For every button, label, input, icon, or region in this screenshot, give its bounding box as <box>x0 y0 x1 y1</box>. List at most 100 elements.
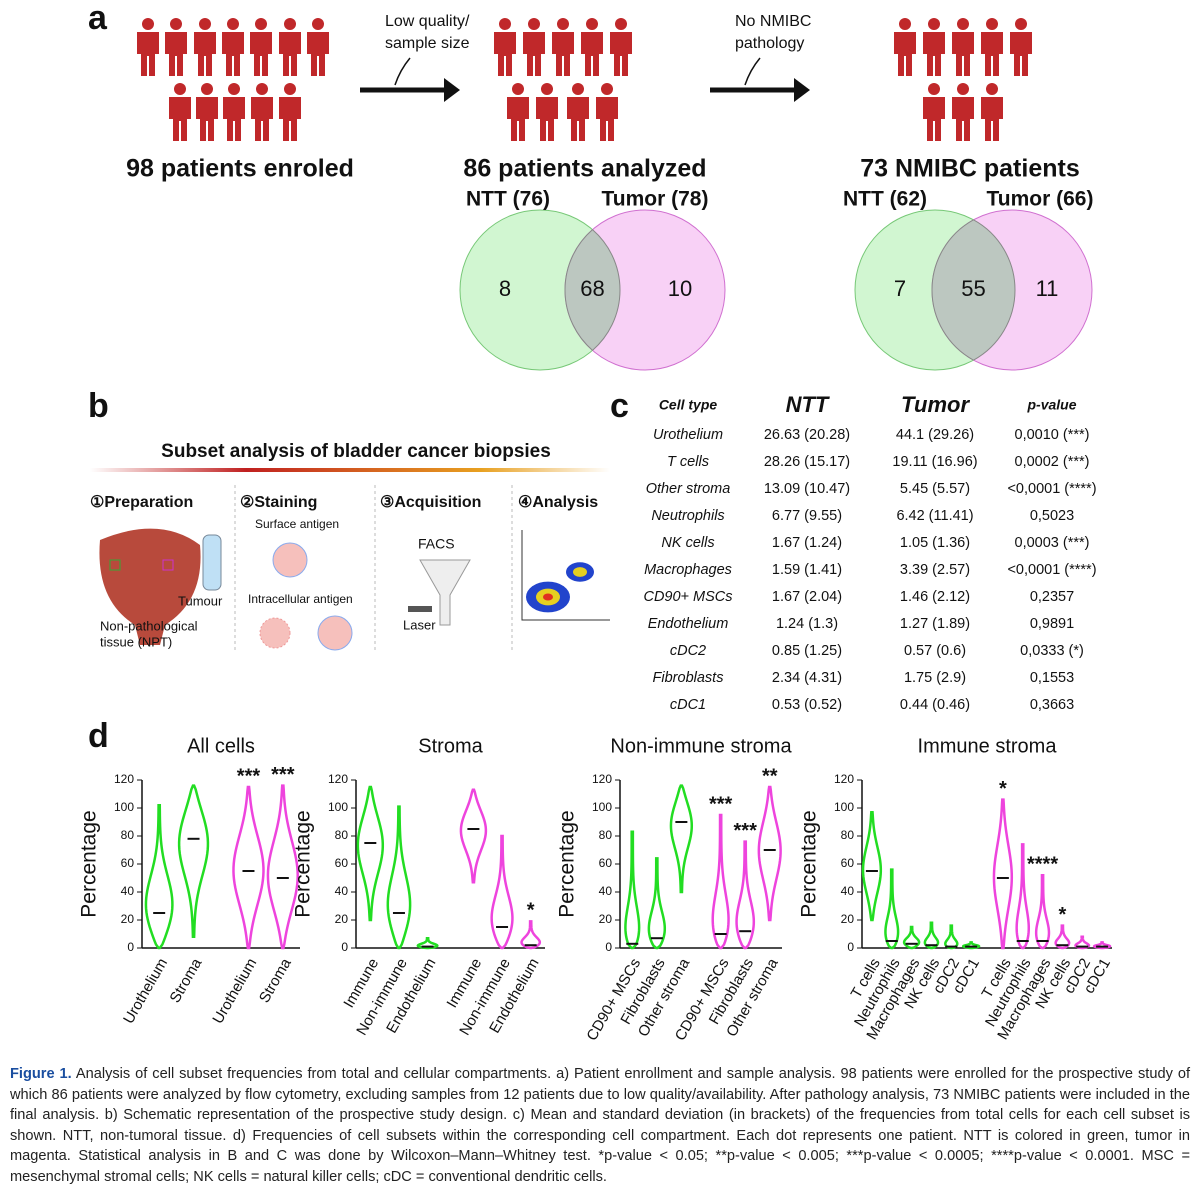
person-icon <box>596 83 618 141</box>
cell <box>317 615 353 651</box>
table-cell: 0,9891 <box>1030 616 1074 632</box>
venn-overlap <box>564 228 621 352</box>
person-icon <box>536 83 558 141</box>
note: FACS <box>418 536 455 552</box>
tumour-box <box>162 559 174 571</box>
table-cell: 0.85 (1.25) <box>772 643 842 659</box>
y-axis-label: Percentage <box>292 810 315 917</box>
person-icon <box>981 83 1003 141</box>
y-tick-label: 60 <box>841 856 855 870</box>
violin <box>902 925 921 950</box>
person-icon <box>196 83 218 141</box>
icon-head <box>174 83 186 95</box>
icon-head <box>557 18 569 30</box>
table-cell: 44.1 (29.26) <box>896 427 974 443</box>
chart-title: Stroma <box>418 735 483 757</box>
y-tick-label: 100 <box>328 800 348 814</box>
panel-label: d <box>88 717 109 755</box>
significance: **** <box>1027 853 1058 875</box>
person-icon <box>610 18 632 76</box>
icon-head <box>199 18 211 30</box>
table-cell: cDC1 <box>670 697 706 713</box>
table-cell: 5.45 (5.57) <box>900 481 970 497</box>
violin <box>459 788 488 884</box>
violin <box>647 857 667 950</box>
person-icon <box>981 18 1003 76</box>
significance: *** <box>734 820 758 842</box>
y-axis-label: Percentage <box>556 810 579 917</box>
y-axis-label: Percentage <box>798 810 821 917</box>
icon-body <box>222 32 244 76</box>
cell <box>272 542 308 578</box>
chart-title: All cells <box>187 735 255 757</box>
person-icon <box>923 18 945 76</box>
caption: Figure 1. Analysis of cell subset freque… <box>10 1064 1190 1187</box>
note: Tumour <box>178 593 223 608</box>
person-icon <box>169 83 191 141</box>
icon-body <box>251 97 273 141</box>
plot-axes <box>521 530 610 621</box>
icon-body <box>923 32 945 76</box>
icon-head <box>512 83 524 95</box>
icon-body <box>610 32 632 76</box>
person-icon <box>552 18 574 76</box>
person-icon <box>923 83 945 141</box>
table-cell: 0.57 (0.6) <box>904 643 966 659</box>
panel-label: a <box>88 0 108 37</box>
person-icon <box>523 18 545 76</box>
icon-head <box>227 18 239 30</box>
icon-head <box>1015 18 1027 30</box>
violin <box>624 830 641 950</box>
chart-title: Non-immune stroma <box>610 735 792 757</box>
branch-arrow <box>394 57 411 86</box>
panel-b-title: Subset analysis of bladder cancer biopsi… <box>161 441 551 462</box>
icon-head <box>255 18 267 30</box>
person-icon <box>581 18 603 76</box>
icon-head <box>928 18 940 30</box>
icon-head <box>586 18 598 30</box>
table-header: NTT <box>786 392 830 417</box>
person-icon <box>279 83 301 141</box>
icon-body <box>165 32 187 76</box>
arrow-label: Low quality/ <box>385 13 470 30</box>
icon-head <box>284 83 296 95</box>
table-cell: Endothelium <box>648 616 729 632</box>
y-tick-label: 20 <box>841 912 855 926</box>
npt-box <box>109 559 121 571</box>
icon-head <box>986 18 998 30</box>
person-icon <box>1010 18 1032 76</box>
violin <box>1092 941 1112 950</box>
icon-body <box>567 97 589 141</box>
table-cell: Neutrophils <box>651 508 724 524</box>
person-icon <box>251 83 273 141</box>
table-header: Cell type <box>659 397 718 413</box>
cell <box>259 617 291 649</box>
x-tick-label: Urothelium <box>120 955 171 1026</box>
note: Surface antigen <box>255 517 339 531</box>
y-tick-label: 80 <box>841 828 855 842</box>
violin <box>356 785 385 922</box>
table-cell: 1.67 (2.04) <box>772 589 842 605</box>
gradient-bar <box>90 468 610 472</box>
group-title: 86 patients analyzed <box>463 155 706 183</box>
y-tick-label: 20 <box>335 912 349 926</box>
caption-text: Analysis of cell subset frequencies from… <box>10 1066 1190 1185</box>
y-tick-label: 100 <box>592 800 612 814</box>
violin <box>177 784 210 939</box>
arrowhead <box>794 78 810 102</box>
table-cell: CD90+ MSCs <box>643 589 732 605</box>
significance: * <box>1058 904 1066 926</box>
venn-count: 11 <box>1036 276 1059 301</box>
table-cell: NK cells <box>661 535 714 551</box>
table-cell: cDC2 <box>670 643 706 659</box>
y-tick-label: 80 <box>121 828 135 842</box>
icon-head <box>499 18 511 30</box>
arrow-label: pathology <box>735 35 804 52</box>
violin <box>944 924 959 950</box>
table-cell: 28.26 (15.17) <box>764 454 850 470</box>
y-tick-label: 0 <box>341 940 348 954</box>
violin <box>961 941 981 950</box>
person-icon <box>250 18 272 76</box>
table-cell: 0,2357 <box>1030 589 1074 605</box>
icon-body <box>981 97 1003 141</box>
